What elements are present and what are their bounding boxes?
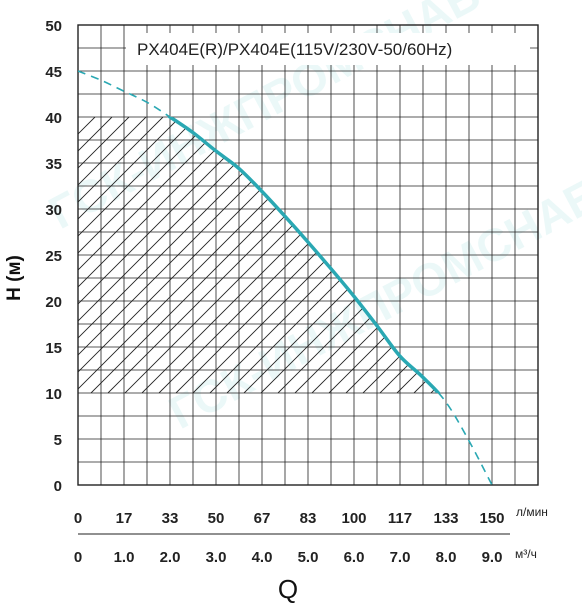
x-tick-label-lmin: 133 [433,510,458,527]
hatch-line [78,117,198,393]
y-axis-label: H (м) [4,255,25,301]
watermark-text: ГСК-ИНЖПРОМСНАБ [160,168,582,439]
plot-frame [77,24,539,486]
x-unit-m3h: м³/ч [515,547,537,561]
y-tick-label: 5 [54,432,62,449]
grid [77,24,539,486]
x-tick-label-lmin: 17 [116,510,133,527]
hatch-line [78,117,79,393]
x-tick-label-m3h: 4.0 [252,549,273,566]
x-tick-label-m3h: 1.0 [114,549,135,566]
x-tick-label-lmin: 50 [208,510,225,527]
x-tick-label-m3h: 8.0 [436,549,457,566]
x-axis-label: Q [278,574,298,604]
x-tick-labels-lmin: 0 17 33 50 67 83 100 117 133 150 [74,510,505,527]
watermark: ГСК-ИНЖПРОМСНАБ ГСК-ИНЖПРОМСНАБ [40,0,582,439]
hatch-line [78,117,266,393]
hatch-line [78,117,215,393]
x-unit-lmin: л/мин [516,505,548,519]
x-tick-label-lmin: 100 [341,510,366,527]
y-tick-labels: 0 5 10 15 20 25 30 35 40 45 50 [45,18,62,495]
hatch-line [78,117,249,393]
y-tick-label: 25 [45,248,62,265]
y-tick-label: 20 [45,294,62,311]
hatch-line [533,117,582,393]
x-tick-label-lmin: 117 [388,510,412,527]
y-tick-label: 35 [45,156,62,173]
x-tick-label-lmin: 83 [300,510,317,527]
x-tick-label-m3h: 6.0 [344,549,365,566]
x-tick-label-lmin: 67 [254,510,271,527]
hatch-line [78,117,232,393]
y-tick-label: 40 [45,110,62,127]
hatch-line [78,117,181,393]
pump-curve-extension [78,70,493,485]
x-tick-label-lmin: 150 [479,510,504,527]
x-tick-label-m3h: 0 [74,549,82,566]
title-box [126,33,530,65]
hatch-line [78,117,130,393]
x-tick-label-m3h: 5.0 [298,549,319,566]
x-tick-labels-m3h: 0 1.0 2.0 3.0 4.0 5.0 6.0 7.0 8.0 9.0 [74,549,503,566]
x-tick-label-lmin: 0 [74,510,82,527]
x-tick-label-m3h: 3.0 [206,549,227,566]
y-tick-label: 0 [54,478,62,495]
hatch-line [78,117,164,393]
x-tick-label-lmin: 33 [162,510,179,527]
y-tick-label: 45 [45,64,62,81]
hatch-line [78,117,147,393]
y-tick-label: 50 [45,18,62,35]
y-tick-label: 10 [45,386,62,403]
y-tick-label: 15 [45,340,62,357]
x-tick-label-m3h: 9.0 [482,549,503,566]
x-tick-label-m3h: 2.0 [160,549,181,566]
chart-title: PX404E(R)/PX404E(115V/230V-50/60Hz) [137,40,452,59]
y-tick-label: 30 [45,202,62,219]
x-tick-label-m3h: 7.0 [390,549,411,566]
